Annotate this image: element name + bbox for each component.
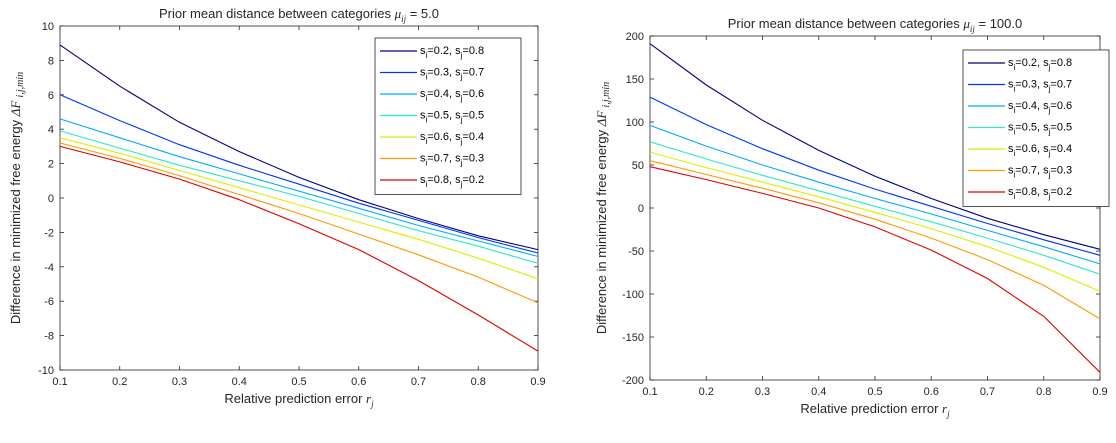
x-tick-label: 0.7 xyxy=(411,376,426,388)
series-line-1 xyxy=(649,96,1101,256)
legend-label-3: si​=0.5, sj​=0.5 xyxy=(1008,122,1072,137)
legend-label-3: si​=0.5, sj​=0.5 xyxy=(420,110,484,125)
y-tick-label: 4 xyxy=(48,124,54,136)
x-tick-label: 0.2 xyxy=(112,376,127,388)
legend: si​=0.2, sj​=0.8 si​=0.3, sj​=0.7 si​=0.4,… xyxy=(374,37,522,195)
series-line-3 xyxy=(59,130,539,264)
y-tick-label: 50 xyxy=(632,160,644,172)
y-tick-label: 0 xyxy=(48,193,54,205)
y-tick-label: -50 xyxy=(628,246,644,258)
series-line-4 xyxy=(59,137,539,280)
y-tick-label: 6 xyxy=(48,90,54,102)
chart-left: 0.1 0.2 0.3 0.4 0.5 0.6 0.7 0.8 0.9 10 8 6 4 2 0 -2 -4 -6… xyxy=(8,6,546,409)
legend-label-2: si​=0.4, sj​=0.6 xyxy=(1008,100,1072,115)
x-tick-label: 0.7 xyxy=(980,386,995,398)
series-line-0 xyxy=(59,44,539,251)
x-tick-label: 0.1 xyxy=(52,376,67,388)
y-tick-label: -200 xyxy=(622,375,644,387)
legend-label-1: si​=0.3, sj​=0.7 xyxy=(1008,79,1072,94)
legend-label-2: si​=0.4, sj​=0.6 xyxy=(420,88,484,103)
y-tick-label: -8 xyxy=(44,331,54,343)
series-line-1 xyxy=(59,94,539,254)
x-tick-label: 0.3 xyxy=(755,386,770,398)
x-tick-label: 0.9 xyxy=(1092,386,1107,398)
series-line-5 xyxy=(59,142,539,304)
x-tick-label: 0.9 xyxy=(530,376,545,388)
y-tick-label: 200 xyxy=(626,31,644,43)
series-line-2 xyxy=(649,124,1101,265)
legend-label-1: si​=0.3, sj​=0.7 xyxy=(420,67,484,82)
x-tick-label: 0.5 xyxy=(867,386,882,398)
legend-label-4: si​=0.6, sj​=0.4 xyxy=(420,131,484,146)
x-tick-label: 0.2 xyxy=(699,386,714,398)
x-tick-label: 0.6 xyxy=(351,376,366,388)
legend-box xyxy=(374,37,522,195)
y-tick-label: -150 xyxy=(622,332,644,344)
x-tick-label: 0.3 xyxy=(172,376,187,388)
y-tick-label: 150 xyxy=(626,74,644,86)
y-tick-label: 100 xyxy=(626,117,644,129)
y-tick-label: -2 xyxy=(44,227,54,239)
chart-title: Prior mean distance between categories μ… xyxy=(728,16,1022,34)
y-tick-label: 0 xyxy=(638,203,644,215)
y-tick-label: 8 xyxy=(48,55,54,67)
x-tick-label: 0.5 xyxy=(291,376,306,388)
y-tick-label: -100 xyxy=(622,289,644,301)
legend-label-0: si​=0.2, sj​=0.8 xyxy=(420,45,484,60)
x-tick-label: 0.1 xyxy=(642,386,657,398)
x-tick-label: 0.4 xyxy=(811,386,826,398)
legend-label-0: si​=0.2, sj​=0.8 xyxy=(1008,57,1072,72)
series-line-2 xyxy=(59,118,539,258)
x-tick-label: 0.4 xyxy=(232,376,247,388)
series-line-0 xyxy=(649,43,1101,250)
y-tick-label: 10 xyxy=(42,21,54,33)
y-tick-label: -4 xyxy=(44,262,54,274)
y-tick-label: -10 xyxy=(38,365,54,377)
y-tick-label: -6 xyxy=(44,296,54,308)
series-line-6 xyxy=(649,166,1101,373)
x-tick-label: 0.6 xyxy=(924,386,939,398)
y-axis-label: Difference in minimized free energy ΔF i… xyxy=(594,82,612,334)
x-axis-label: Relative prediction error rj xyxy=(224,391,374,409)
legend-box xyxy=(962,49,1110,207)
legend-label-4: si​=0.6, sj​=0.4 xyxy=(1008,143,1072,158)
series-line-3 xyxy=(649,141,1101,275)
legend-label-6: si​=0.8, sj​=0.2 xyxy=(420,174,484,189)
y-tick-label: 2 xyxy=(48,159,54,171)
legend-label-5: si​=0.7, sj​=0.3 xyxy=(420,153,484,168)
x-axis-label: Relative prediction error rj xyxy=(800,401,950,419)
series-line-6 xyxy=(59,145,539,352)
legend: si​=0.2, sj​=0.8 si​=0.3, sj​=0.7 si​=0.4,… xyxy=(962,49,1110,207)
legend-label-6: si​=0.8, sj​=0.2 xyxy=(1008,186,1072,201)
series-line-5 xyxy=(649,160,1101,320)
series-line-4 xyxy=(649,151,1101,292)
y-axis-label: Difference in minimized free energy ΔF i… xyxy=(8,72,26,324)
chart-right: 0.1 0.2 0.3 0.4 0.5 0.6 0.7 0.8 0.9 200 150 100 50 0 -… xyxy=(594,16,1110,419)
x-tick-label: 0.8 xyxy=(471,376,486,388)
x-tick-label: 0.8 xyxy=(1036,386,1051,398)
chart-title: Prior mean distance between categories μ… xyxy=(159,6,439,24)
legend-label-5: si​=0.7, sj​=0.3 xyxy=(1008,165,1072,180)
